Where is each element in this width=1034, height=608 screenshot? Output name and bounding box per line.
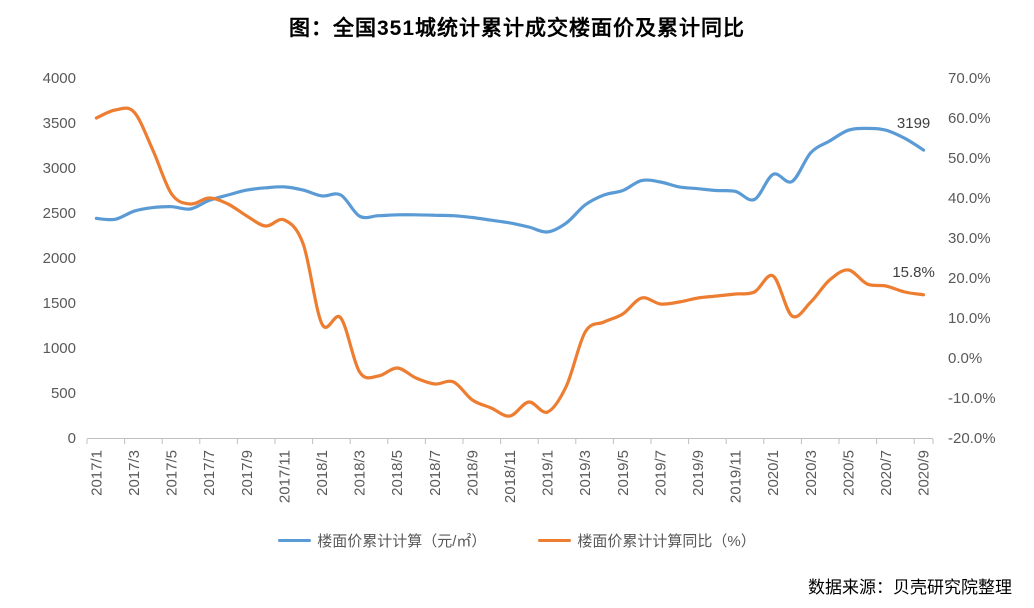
series-end-label: 15.8% — [892, 264, 935, 281]
x-tick-label: 2020/9 — [916, 450, 933, 496]
x-tick-label: 2017/9 — [239, 450, 256, 496]
x-tick-label: 2017/1 — [88, 450, 105, 496]
x-tick-label: 2018/9 — [464, 450, 481, 496]
series-line-yoy — [94, 106, 926, 418]
series-line-price — [94, 126, 926, 234]
x-tick-label: 2018/3 — [352, 450, 369, 496]
x-tick-label: 2017/11 — [276, 450, 293, 503]
chart-legend: 楼面价累计计算（元/㎡） 楼面价累计计算同比（%） — [0, 530, 1034, 551]
x-tick-label: 2017/3 — [126, 450, 143, 496]
y-right-tick-label: -10.0% — [948, 390, 996, 407]
legend-item-price: 楼面价累计计算（元/㎡） — [278, 530, 486, 551]
y-left-tick-label: 3000 — [43, 160, 76, 177]
x-tick-label: 2020/7 — [878, 450, 895, 496]
x-tick-label: 2019/7 — [652, 450, 669, 496]
y-right-tick-label: 40.0% — [948, 190, 991, 207]
y-left-tick-label: 1500 — [43, 295, 76, 312]
legend-label-yoy: 楼面价累计计算同比（%） — [577, 533, 756, 550]
y-left-tick-label: 2000 — [43, 250, 76, 267]
chart-title: 图：全国351城统计累计成交楼面价及累计同比 — [288, 17, 746, 40]
y-right-tick-label: 20.0% — [948, 270, 991, 287]
legend-line-orange — [538, 538, 572, 543]
y-right-tick-label: 70.0% — [948, 70, 991, 87]
y-left-tick-label: 4000 — [43, 70, 76, 87]
x-tick-label: 2020/1 — [765, 450, 782, 496]
legend-label-price: 楼面价累计计算（元/㎡） — [317, 533, 487, 550]
y-left-tick-label: 2500 — [43, 205, 76, 222]
x-tick-label: 2019/9 — [690, 450, 707, 496]
y-left-tick-label: 1000 — [43, 340, 76, 357]
x-tick-label: 2018/5 — [389, 450, 406, 496]
x-tick-label: 2019/1 — [540, 450, 557, 496]
y-right-tick-label: 10.0% — [948, 310, 991, 327]
y-left-tick-label: 500 — [51, 385, 76, 402]
legend-item-yoy: 楼面价累计计算同比（%） — [538, 530, 756, 551]
x-tick-label: 2020/5 — [840, 450, 857, 496]
x-tick-label: 2018/11 — [502, 450, 519, 503]
x-tick-label: 2017/5 — [164, 450, 181, 496]
x-tick-label: 2019/11 — [728, 450, 745, 503]
series-end-label: 3199 — [897, 115, 930, 132]
x-tick-label: 2020/3 — [803, 450, 820, 496]
y-left-tick-label: 3500 — [43, 115, 76, 132]
line-chart: 4000 3500 3000 2500 2000 1500 1000 500 0 70.0% 60.… — [43, 70, 996, 503]
y-right-tick-label: -20.0% — [948, 430, 996, 447]
y-right-tick-label: 60.0% — [948, 110, 991, 127]
y-right-tick-label: 50.0% — [948, 150, 991, 167]
y-left-tick-label: 0 — [68, 430, 76, 447]
y-right-tick-label: 30.0% — [948, 230, 991, 247]
x-tick-label: 2019/5 — [615, 450, 632, 496]
legend-line-blue — [278, 538, 312, 543]
x-tick-label: 2019/3 — [577, 450, 594, 496]
x-tick-label: 2018/7 — [427, 450, 444, 496]
x-tick-label: 2018/1 — [314, 450, 331, 496]
y-right-tick-label: 0.0% — [948, 350, 982, 367]
x-tick-label: 2017/7 — [201, 450, 218, 496]
data-source: 数据来源：贝壳研究院整理 — [808, 578, 1012, 597]
